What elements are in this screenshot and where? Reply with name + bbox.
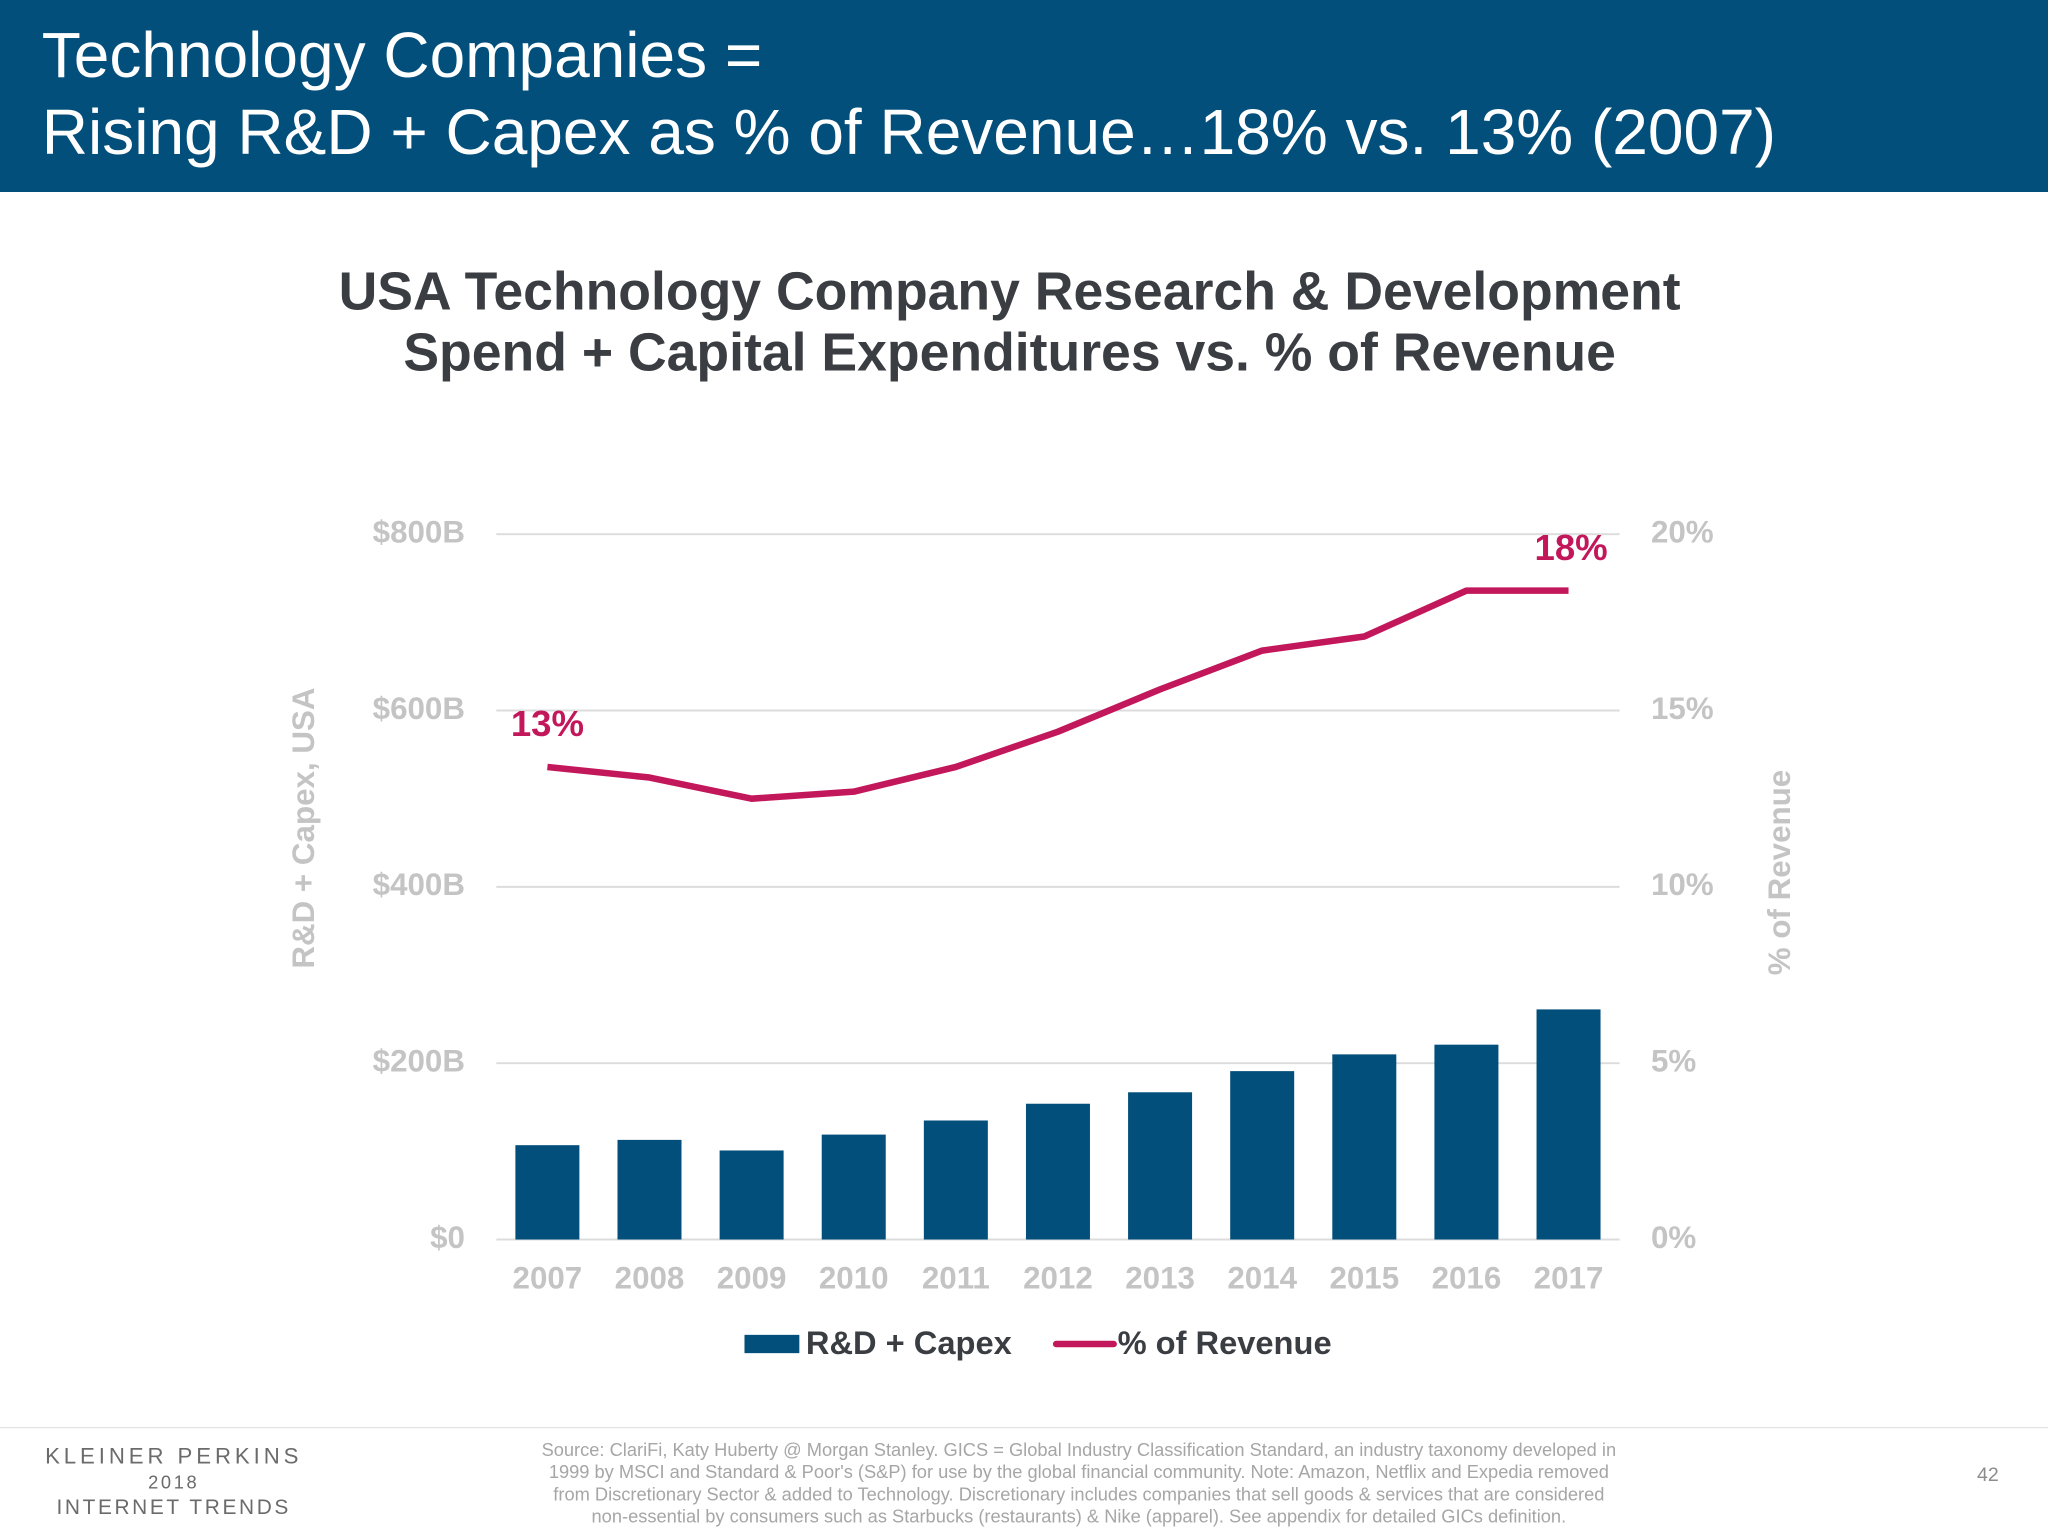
y-tick-label: $0 bbox=[430, 1220, 465, 1255]
y-tick-label: $200B bbox=[373, 1043, 465, 1078]
source-note: Source: ClariFi, Katy Huberty @ Morgan S… bbox=[542, 1439, 1617, 1460]
y2-tick-label: 10% bbox=[1651, 867, 1714, 902]
bar bbox=[617, 1139, 682, 1240]
y2-tick-label: 5% bbox=[1651, 1043, 1696, 1078]
bar bbox=[1434, 1044, 1499, 1240]
bar bbox=[1536, 1009, 1601, 1240]
legend-label: % of Revenue bbox=[1118, 1324, 1332, 1361]
x-tick-label: 2015 bbox=[1329, 1260, 1399, 1295]
header-title: Technology Companies = bbox=[42, 19, 762, 91]
legend-swatch bbox=[744, 1334, 800, 1354]
source-note: non-essential by consumers such as Starb… bbox=[592, 1506, 1567, 1527]
y2-tick-label: 15% bbox=[1651, 691, 1714, 726]
chart-title: USA Technology Company Research & Develo… bbox=[339, 262, 1681, 321]
y-axis-label: R&D + Capex, USA bbox=[286, 687, 321, 968]
x-tick-label: 2012 bbox=[1023, 1260, 1093, 1295]
chart-title: Spend + Capital Expenditures vs. % of Re… bbox=[403, 324, 1616, 383]
y2-tick-label: 20% bbox=[1651, 514, 1714, 549]
bar bbox=[1230, 1071, 1295, 1240]
x-tick-label: 2009 bbox=[717, 1260, 787, 1295]
x-tick-label: 2008 bbox=[615, 1260, 685, 1295]
x-tick-label: 2016 bbox=[1432, 1260, 1502, 1295]
y2-tick-label: 0% bbox=[1651, 1220, 1696, 1255]
brand: KLEINER PERKINS bbox=[45, 1443, 302, 1468]
x-tick-label: 2010 bbox=[819, 1260, 889, 1295]
bar bbox=[1332, 1054, 1397, 1240]
bar bbox=[821, 1134, 886, 1240]
bar bbox=[719, 1150, 784, 1240]
y-tick-label: $400B bbox=[373, 867, 465, 902]
brand: 2018 bbox=[148, 1472, 199, 1493]
x-tick-label: 2007 bbox=[513, 1260, 583, 1295]
bar bbox=[923, 1120, 988, 1240]
header-band bbox=[0, 0, 2048, 192]
source-note: 1999 by MSCI and Standard & Poor's (S&P)… bbox=[549, 1461, 1609, 1482]
y-tick-label: $600B bbox=[373, 691, 465, 726]
bar bbox=[515, 1145, 580, 1240]
x-tick-label: 2013 bbox=[1125, 1260, 1195, 1295]
line bbox=[547, 587, 1569, 802]
bar bbox=[1025, 1103, 1090, 1240]
page-number: 42 bbox=[1977, 1464, 1999, 1486]
bar bbox=[1128, 1092, 1193, 1240]
legend-label: R&D + Capex bbox=[806, 1324, 1012, 1361]
value-label: 13% bbox=[511, 703, 584, 744]
source-note: from Discretionary Sector & added to Tec… bbox=[553, 1483, 1604, 1504]
value-label: 18% bbox=[1535, 527, 1608, 568]
y-tick-label: $800B bbox=[373, 514, 465, 549]
x-tick-label: 2014 bbox=[1227, 1260, 1297, 1295]
y2-axis-label: % of Revenue bbox=[1762, 770, 1797, 975]
x-tick-label: 2017 bbox=[1534, 1260, 1604, 1295]
x-tick-label: 2011 bbox=[922, 1260, 990, 1295]
header-title: Rising R&D + Capex as % of Revenue…18% v… bbox=[42, 96, 1776, 168]
brand: INTERNET TRENDS bbox=[56, 1496, 290, 1519]
